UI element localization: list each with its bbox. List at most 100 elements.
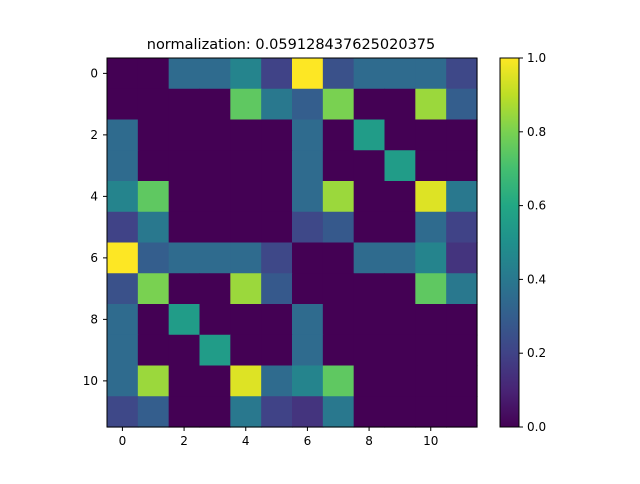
heatmap-cell-r3-c6 — [292, 150, 324, 182]
colorbar-tick-label: 0.4 — [527, 272, 546, 286]
heatmap-cell-r2-c9 — [384, 119, 416, 151]
colorbar-tick-label: 0.0 — [527, 420, 546, 434]
heatmap-cell-r0-c9 — [384, 58, 416, 90]
heatmap-cell-r2-c3 — [199, 119, 231, 151]
heatmap-cell-r1-c6 — [292, 88, 324, 121]
heatmap-cell-r2-c0 — [107, 119, 139, 151]
heatmap-cell-r11-c2 — [168, 396, 201, 428]
x-tick-label: 4 — [242, 434, 250, 448]
heatmap-cell-r0-c11 — [446, 58, 478, 90]
heatmap-cell-r1-c3 — [199, 88, 231, 121]
heatmap-cell-r6-c6 — [292, 242, 324, 274]
x-tick-label: 0 — [119, 434, 127, 448]
heatmap-cell-r10-c4 — [230, 365, 262, 397]
heatmap-cell-r3-c10 — [415, 150, 447, 182]
heatmap-cell-r4-c8 — [353, 181, 386, 213]
heatmap-cell-r6-c0 — [107, 242, 139, 274]
heatmap-cell-r8-c2 — [168, 304, 201, 336]
heatmap-cell-r4-c3 — [199, 181, 231, 213]
colorbar-axis: 0.0 0.2 0.4 0.6 0.8 1.0 — [519, 51, 546, 434]
heatmap-cell-r1-c2 — [168, 88, 201, 121]
heatmap-cell-r9-c9 — [384, 334, 416, 367]
heatmap-cell-r11-c6 — [292, 396, 324, 428]
heatmap-cell-r3-c9 — [384, 150, 416, 182]
heatmap-cell-r5-c0 — [107, 211, 139, 244]
heatmap-cell-r3-c5 — [261, 150, 293, 182]
heatmap-cell-r0-c7 — [322, 58, 355, 90]
heatmap-cell-r4-c7 — [322, 181, 355, 213]
colorbar — [499, 57, 520, 428]
heatmap-cell-r1-c4 — [230, 88, 262, 121]
x-tick-label: 2 — [180, 434, 188, 448]
x-tick-label: 10 — [423, 434, 438, 448]
colorbar-tick-label: 1.0 — [527, 51, 546, 65]
heatmap-cell-r9-c6 — [292, 334, 324, 367]
heatmap-cell-r0-c1 — [137, 58, 170, 90]
heatmap-cell-r7-c3 — [199, 273, 231, 305]
heatmap-cell-r6-c3 — [199, 242, 231, 274]
heatmap-cell-r8-c10 — [415, 304, 447, 336]
y-tick-label: 2 — [90, 128, 98, 142]
heatmap-cell-r11-c9 — [384, 396, 416, 428]
heatmap-cell-r8-c9 — [384, 304, 416, 336]
heatmap-cell-r2-c8 — [353, 119, 386, 151]
heatmap-cell-r1-c7 — [322, 88, 355, 121]
heatmap-cell-r10-c10 — [415, 365, 447, 397]
heatmap-cell-r3-c8 — [353, 150, 386, 182]
heatmap-cell-r3-c2 — [168, 150, 201, 182]
heatmap-cell-r10-c8 — [353, 365, 386, 397]
heatmap-cell-r10-c6 — [292, 365, 324, 397]
heatmap-cell-r2-c6 — [292, 119, 324, 151]
heatmap-cell-r1-c10 — [415, 88, 447, 121]
heatmap-cells — [107, 58, 478, 428]
heatmap-cell-r7-c11 — [446, 273, 478, 305]
heatmap-cell-r4-c9 — [384, 181, 416, 213]
heatmap-cell-r5-c9 — [384, 211, 416, 244]
heatmap-cell-r8-c5 — [261, 304, 293, 336]
heatmap-cell-r3-c11 — [446, 150, 478, 182]
chart-title: normalization: 0.059128437625020375 — [147, 37, 436, 53]
heatmap-cell-r9-c3 — [199, 334, 231, 367]
heatmap-cell-r7-c8 — [353, 273, 386, 305]
heatmap-cell-r10-c9 — [384, 365, 416, 397]
y-tick-label: 6 — [90, 251, 98, 265]
heatmap-cell-r11-c4 — [230, 396, 262, 428]
heatmap-cell-r11-c3 — [199, 396, 231, 428]
heatmap-cell-r1-c5 — [261, 88, 293, 121]
heatmap-cell-r10-c0 — [107, 365, 139, 397]
heatmap-cell-r10-c5 — [261, 365, 293, 397]
heatmap-cell-r2-c1 — [137, 119, 170, 151]
heatmap-cell-r10-c7 — [322, 365, 355, 397]
y-axis: 0 2 4 6 8 10 — [83, 66, 107, 388]
heatmap-cell-r4-c5 — [261, 181, 293, 213]
heatmap-cell-r10-c11 — [446, 365, 478, 397]
heatmap-cell-r8-c6 — [292, 304, 324, 336]
heatmap-cell-r7-c1 — [137, 273, 170, 305]
heatmap-cell-r1-c0 — [107, 88, 139, 121]
heatmap-cell-r0-c2 — [168, 58, 201, 90]
heatmap-cell-r2-c4 — [230, 119, 262, 151]
heatmap-cell-r6-c11 — [446, 242, 478, 274]
heatmap-cell-r11-c8 — [353, 396, 386, 428]
heatmap-cell-r3-c7 — [322, 150, 355, 182]
heatmap-cell-r10-c2 — [168, 365, 201, 397]
heatmap-cell-r3-c4 — [230, 150, 262, 182]
heatmap-cell-r7-c0 — [107, 273, 139, 305]
heatmap-cell-r11-c11 — [446, 396, 478, 428]
heatmap-cell-r1-c8 — [353, 88, 386, 121]
heatmap-cell-r1-c1 — [137, 88, 170, 121]
heatmap-cell-r11-c5 — [261, 396, 293, 428]
heatmap-cell-r2-c2 — [168, 119, 201, 151]
heatmap-cell-r5-c3 — [199, 211, 231, 244]
heatmap-cell-r7-c10 — [415, 273, 447, 305]
heatmap-cell-r9-c10 — [415, 334, 447, 367]
heatmap-cell-r8-c11 — [446, 304, 478, 336]
y-tick-label: 0 — [90, 66, 98, 80]
heatmap-cell-r4-c2 — [168, 181, 201, 213]
heatmap-cell-r0-c10 — [415, 58, 447, 90]
heatmap-cell-r11-c1 — [137, 396, 170, 428]
heatmap-cell-r5-c1 — [137, 211, 170, 244]
heatmap-cell-r10-c1 — [137, 365, 170, 397]
heatmap-cell-r5-c7 — [322, 211, 355, 244]
